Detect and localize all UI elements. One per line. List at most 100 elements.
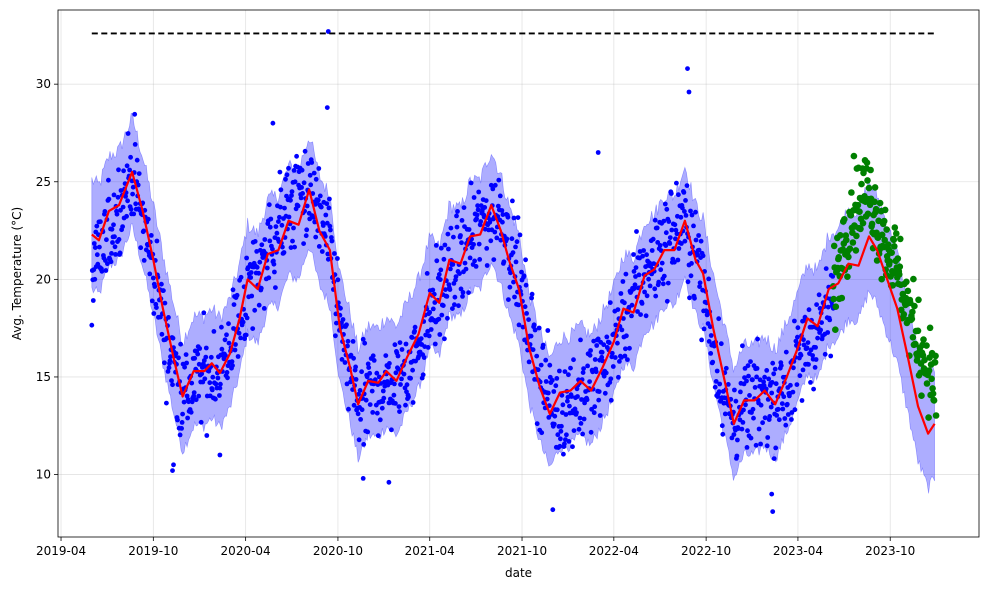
train-point [684, 183, 690, 189]
train-point [529, 295, 534, 301]
train-point [106, 196, 112, 202]
train-point [484, 246, 490, 251]
train-point [710, 359, 716, 365]
train-point [810, 353, 815, 358]
train-point [141, 228, 147, 234]
train-point [588, 348, 593, 353]
train-point [497, 193, 503, 199]
test-point [883, 226, 890, 233]
train-point [594, 343, 600, 348]
train-point [424, 271, 430, 276]
train-point [125, 131, 131, 136]
train-point [805, 340, 811, 345]
train-point [217, 385, 223, 391]
train-point [825, 304, 831, 310]
train-point [549, 377, 555, 383]
test-point [841, 216, 848, 223]
train-point [676, 192, 681, 198]
train-point [270, 120, 276, 126]
test-point [896, 271, 903, 278]
train-point [210, 374, 216, 380]
train-point [238, 274, 244, 280]
train-point [301, 180, 307, 186]
test-point [926, 324, 934, 332]
train-point [270, 246, 275, 252]
train-point [595, 336, 601, 342]
train-point [315, 197, 321, 203]
train-point [99, 268, 105, 274]
test-point [852, 247, 860, 254]
train-point [120, 204, 126, 210]
train-point [244, 315, 250, 321]
train-point [590, 369, 595, 375]
test-point [890, 236, 898, 244]
train-point [332, 251, 337, 256]
train-point [329, 235, 334, 240]
train-point [509, 236, 515, 242]
train-point [133, 201, 139, 207]
train-point [661, 218, 667, 224]
train-point [561, 451, 566, 457]
train-point [828, 353, 834, 359]
test-point [863, 159, 871, 166]
train-point [536, 325, 542, 331]
train-point [116, 167, 121, 173]
train-point [816, 292, 822, 298]
train-point [202, 376, 208, 382]
test-point [923, 342, 930, 349]
train-point [124, 163, 130, 169]
train-point [211, 329, 217, 334]
train-point [597, 413, 603, 418]
test-point [880, 217, 888, 225]
train-point [208, 354, 214, 360]
train-point [188, 409, 194, 415]
train-point [530, 347, 536, 353]
train-point [259, 242, 265, 248]
rolling-mean-line [91, 170, 936, 435]
train-point [723, 365, 729, 371]
train-point [406, 394, 411, 400]
train-point [581, 416, 587, 422]
train-point [822, 351, 828, 357]
test-point [848, 189, 855, 196]
train-point [722, 411, 728, 417]
train-point [507, 284, 513, 290]
train-point [635, 309, 640, 314]
train-point [528, 333, 534, 339]
train-point [459, 218, 465, 223]
test-point [932, 352, 939, 360]
test-point [920, 336, 927, 343]
train-point [427, 310, 433, 315]
train-point [706, 276, 712, 282]
train-point [453, 274, 459, 279]
train-point [446, 246, 451, 252]
train-point [795, 325, 801, 331]
train-point [271, 261, 277, 267]
train-point [673, 236, 678, 242]
train-point [89, 322, 95, 328]
train-point [234, 292, 240, 298]
train-point [524, 311, 529, 316]
test-point [912, 340, 919, 348]
train-point [496, 177, 502, 183]
train-point [366, 365, 372, 370]
train-point [191, 390, 197, 395]
train-point [683, 213, 689, 218]
train-point [643, 313, 649, 319]
train-point [114, 211, 120, 217]
train-point [545, 390, 551, 396]
train-point [535, 367, 541, 373]
train-point [345, 343, 350, 349]
train-point [717, 381, 723, 387]
train-point [203, 345, 209, 351]
train-point [781, 394, 787, 400]
train-point [229, 359, 235, 364]
train-point [94, 252, 100, 258]
train-point [123, 194, 128, 199]
train-point [130, 184, 136, 190]
train-point [165, 369, 171, 374]
train-point [428, 327, 434, 332]
train-point [256, 270, 262, 276]
train-point [115, 194, 121, 200]
test-point [925, 367, 933, 374]
